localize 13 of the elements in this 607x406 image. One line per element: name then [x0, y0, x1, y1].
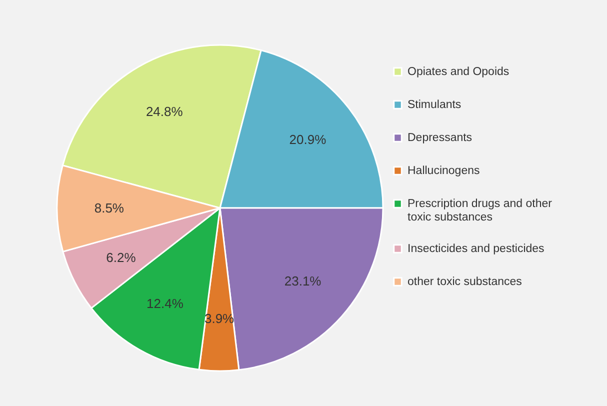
legend-label: Depressants	[408, 132, 472, 144]
data-label: 6.2%	[106, 250, 136, 265]
data-label: 12.4%	[146, 296, 184, 312]
legend-label: Stimulants	[408, 98, 462, 111]
legend-label: Insecticides and pesticides	[408, 242, 545, 255]
data-label: 24.8%	[146, 104, 184, 120]
legend-label: other toxic substances	[408, 276, 522, 288]
data-label: 20.9%	[289, 132, 327, 148]
legend-label: Prescription drugs and other toxic substances	[408, 198, 552, 224]
legend-label: Hallucinogens	[408, 164, 480, 177]
legend-label: Opiates and Opoids	[408, 66, 510, 78]
data-label: 8.5%	[94, 200, 124, 216]
data-label: 23.1%	[284, 274, 322, 289]
